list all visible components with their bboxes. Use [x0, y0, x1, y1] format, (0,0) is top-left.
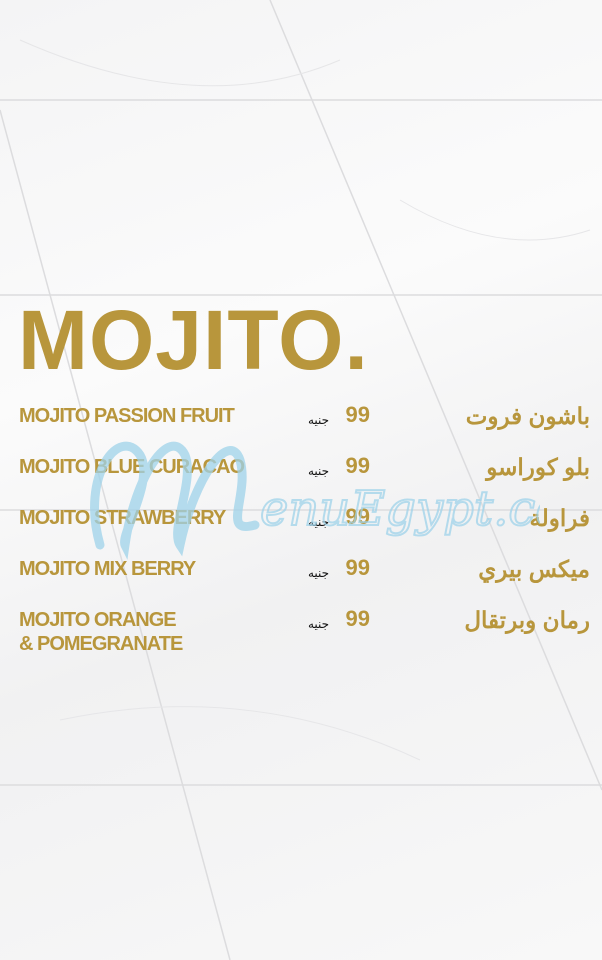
item-name-ar: فراولة — [529, 505, 590, 531]
menu-item: MOJITO ORANGE & POMEGRANATE جنيه 99 رمان … — [0, 606, 602, 658]
currency-label: جنيه — [308, 413, 330, 427]
item-name-en: MOJITO BLUE CURACAO — [19, 456, 245, 478]
item-name-ar: باشون فروت — [465, 403, 590, 429]
currency-label: جنيه — [308, 515, 330, 529]
price-value: 99 — [345, 504, 370, 529]
menu-item: MOJITO STRAWBERRY جنيه 99 فراولة — [0, 504, 602, 556]
menu-item: MOJITO PASSION FRUIT جنيه 99 باشون فروت — [0, 402, 602, 454]
item-name-ar: رمان وبرتقال — [464, 607, 590, 633]
currency-label: جنيه — [308, 464, 330, 478]
price-value: 99 — [345, 555, 370, 580]
menu-item: MOJITO MIX BERRY جنيه 99 ميكس بيري — [0, 555, 602, 607]
item-name-en: MOJITO PASSION FRUIT — [19, 405, 235, 427]
price-value: 99 — [345, 402, 370, 427]
item-name-ar: بلو كوراسو — [486, 454, 590, 480]
menu-item: MOJITO BLUE CURACAO جنيه 99 بلو كوراسو — [0, 453, 602, 505]
price-value: 99 — [345, 453, 370, 478]
price-value: 99 — [345, 606, 370, 631]
currency-label: جنيه — [308, 617, 330, 631]
section-title: MOJITO. — [18, 293, 369, 387]
item-name-ar: ميكس بيري — [478, 556, 590, 582]
item-name-en: MOJITO ORANGE & POMEGRANATE — [19, 609, 183, 655]
item-name-en: MOJITO STRAWBERRY — [19, 507, 226, 529]
item-name-en: MOJITO MIX BERRY — [19, 558, 196, 580]
currency-label: جنيه — [308, 566, 330, 580]
